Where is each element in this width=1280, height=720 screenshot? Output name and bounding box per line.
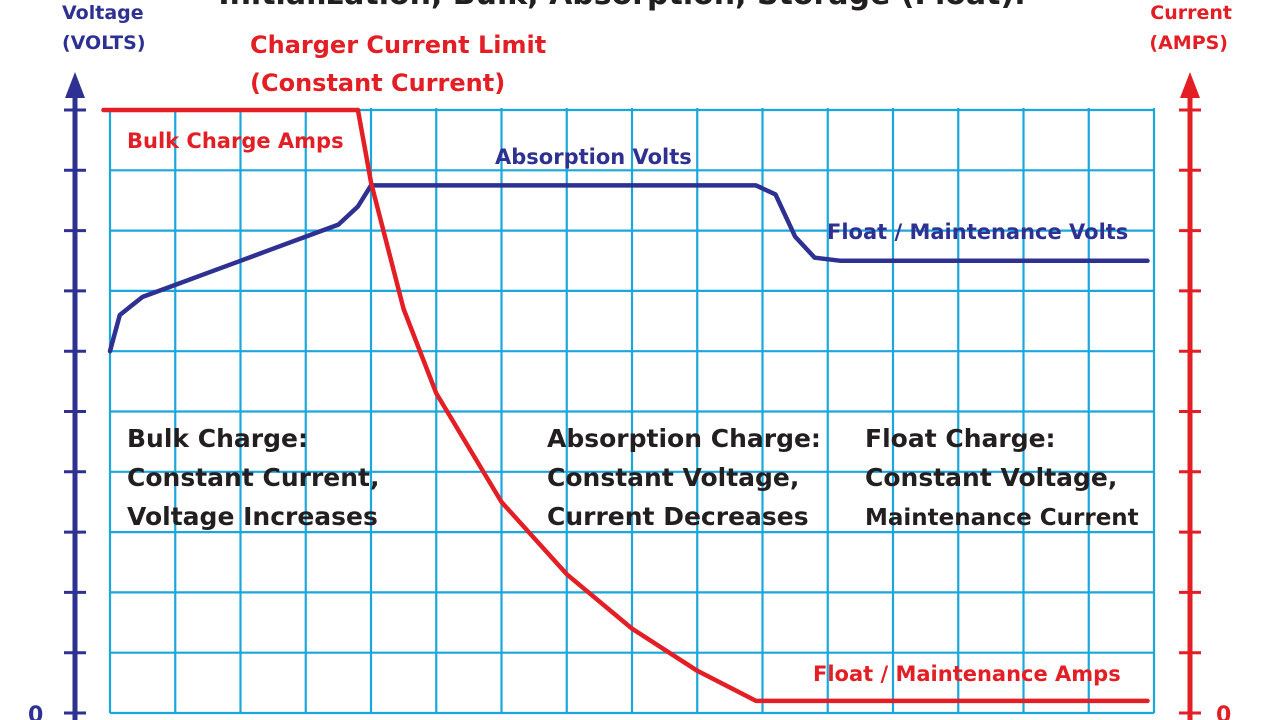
right-axis-zero-label: 0 — [1216, 703, 1231, 720]
float-amps-label: Float / Maintenance Amps — [813, 662, 1121, 686]
right-axis-label-line2: (AMPS) — [1149, 32, 1228, 54]
charger-limit-label-line1: Charger Current Limit — [250, 31, 546, 59]
absorption-stage-line2: Current Decreases — [547, 502, 809, 531]
float-volts-label: Float / Maintenance Volts — [827, 220, 1128, 244]
absorption-volts-label: Absorption Volts — [495, 145, 692, 169]
current-series-line — [101, 107, 1150, 704]
charger-limit-label-line2: (Constant Current) — [250, 69, 505, 97]
absorption-stage-line1: Constant Voltage, — [547, 463, 799, 492]
axes — [64, 72, 1201, 720]
right-axis-label-line1: Current — [1150, 2, 1232, 24]
left-axis-label-line2: (VOLTS) — [62, 32, 146, 54]
bulk-amps-label: Bulk Charge Amps — [127, 129, 344, 153]
bulk-stage-line2: Voltage Increases — [127, 502, 378, 531]
left-axis-zero-label: 0 — [28, 703, 43, 720]
voltage-series-line — [107, 183, 1150, 354]
absorption-stage-title: Absorption Charge: — [547, 424, 821, 453]
chart-title: Initialization, Bulk, Absorption, Storag… — [218, 0, 1025, 12]
float-stage-line2: Maintenance Current — [865, 505, 1139, 531]
series-layer — [101, 107, 1150, 704]
grid — [108, 108, 1156, 715]
right-axis-arrowhead — [1180, 72, 1200, 98]
left-axis-arrowhead — [65, 72, 85, 98]
float-stage-line1: Constant Voltage, — [865, 463, 1117, 492]
bulk-stage-title: Bulk Charge: — [127, 424, 308, 453]
left-axis-label-line1: Voltage — [62, 2, 144, 24]
float-stage-title: Float Charge: — [865, 424, 1056, 453]
bulk-stage-line1: Constant Current, — [127, 463, 379, 492]
